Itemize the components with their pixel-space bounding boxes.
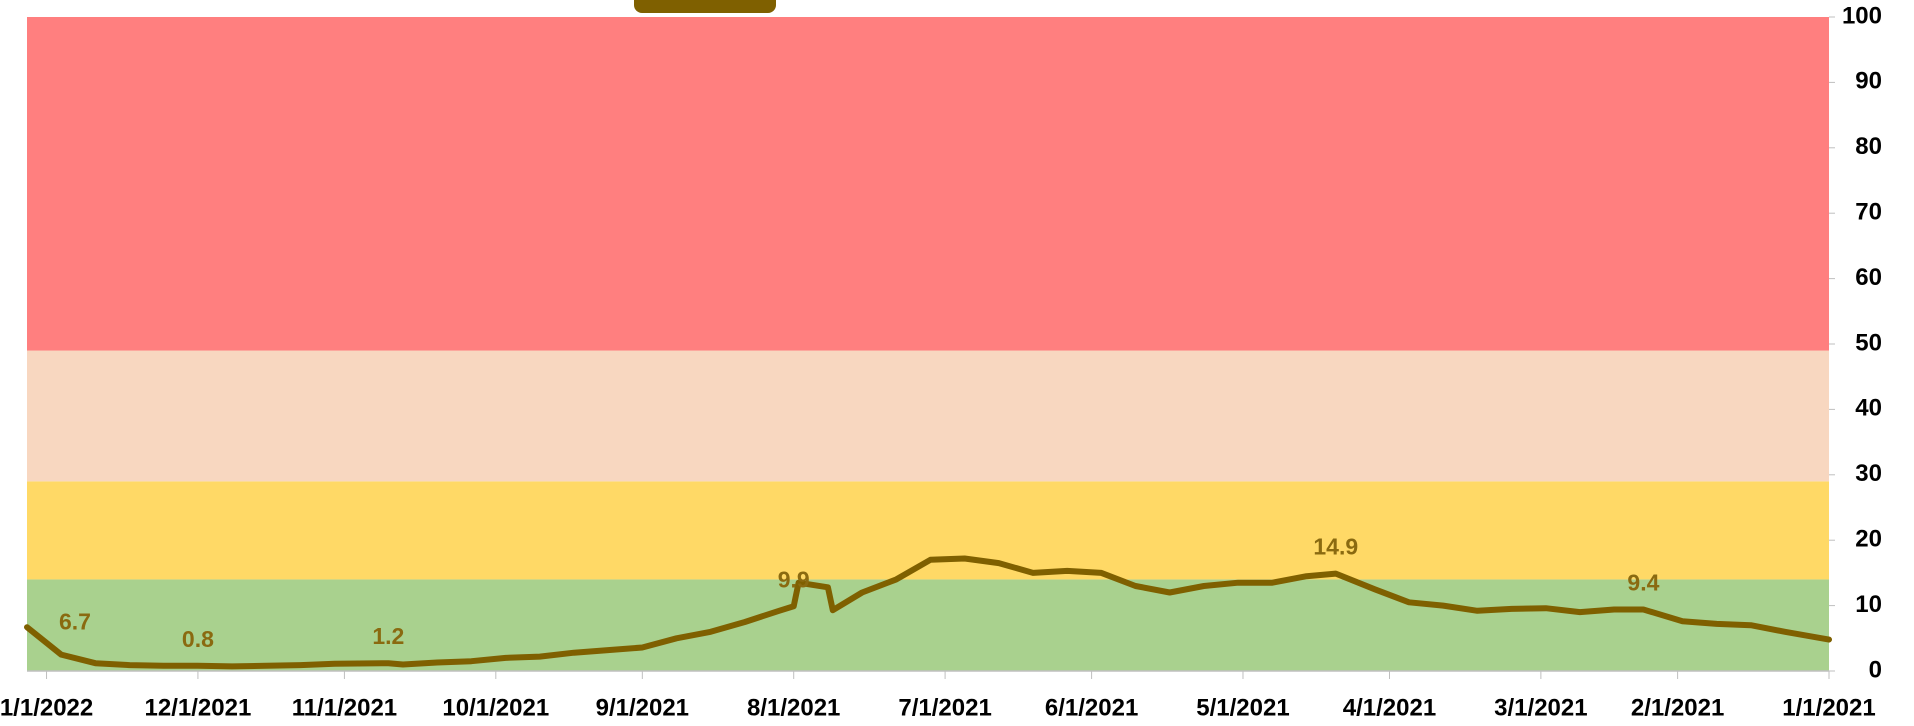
data-label: 9.9 xyxy=(778,566,810,592)
y-tick-label: 10 xyxy=(1855,591,1882,618)
line xyxy=(24,555,1832,670)
y-tick-label: 0 xyxy=(1869,656,1882,683)
data-label: 1.2 xyxy=(372,623,404,649)
x-tick-label: 7/1/2021 xyxy=(898,694,991,721)
band xyxy=(27,579,1829,671)
x-tick-label: 8/1/2021 xyxy=(747,694,840,721)
x-tick-label: 1/1/2022 xyxy=(0,694,93,721)
band xyxy=(27,350,1829,482)
x-tick-label: 1/1/2021 xyxy=(1782,694,1875,721)
x-tick-label: 3/1/2021 xyxy=(1494,694,1587,721)
x-tick-label: 9/1/2021 xyxy=(596,694,689,721)
band xyxy=(27,17,1829,351)
y-tick-label: 50 xyxy=(1855,329,1882,356)
y-tick-label: 100 xyxy=(1842,2,1882,29)
x-tick-label: 6/1/2021 xyxy=(1045,694,1138,721)
y-tick-label: 90 xyxy=(1855,68,1882,95)
y-tick-label: 40 xyxy=(1855,395,1882,422)
bands xyxy=(27,17,1829,671)
x-tick-label: 11/1/2021 xyxy=(292,694,397,721)
x-tick-label: 4/1/2021 xyxy=(1343,694,1436,721)
x-tick-label: 10/1/2021 xyxy=(442,694,549,721)
x-tick-label: 2/1/2021 xyxy=(1631,694,1724,721)
data-label: 0.8 xyxy=(182,626,214,652)
data-label: 14.9 xyxy=(1313,534,1358,560)
y-tick-label: 20 xyxy=(1855,526,1882,553)
x-tick-label: 5/1/2021 xyxy=(1196,694,1289,721)
band xyxy=(27,481,1829,580)
x-tick-label: 12/1/2021 xyxy=(145,694,252,721)
data-label: 9.4 xyxy=(1627,570,1659,596)
marks: 0 10 20 30 40 50 60 70 80 90 100 1/1/2022 12/1/2021 1… xyxy=(0,2,1882,721)
title-box xyxy=(634,0,776,13)
data-label: 6.7 xyxy=(59,608,91,634)
y-tick-label: 80 xyxy=(1855,133,1882,160)
y-tick-label: 60 xyxy=(1855,264,1882,291)
y-tick-label: 30 xyxy=(1855,460,1882,487)
y-tick-label: 70 xyxy=(1855,199,1882,226)
